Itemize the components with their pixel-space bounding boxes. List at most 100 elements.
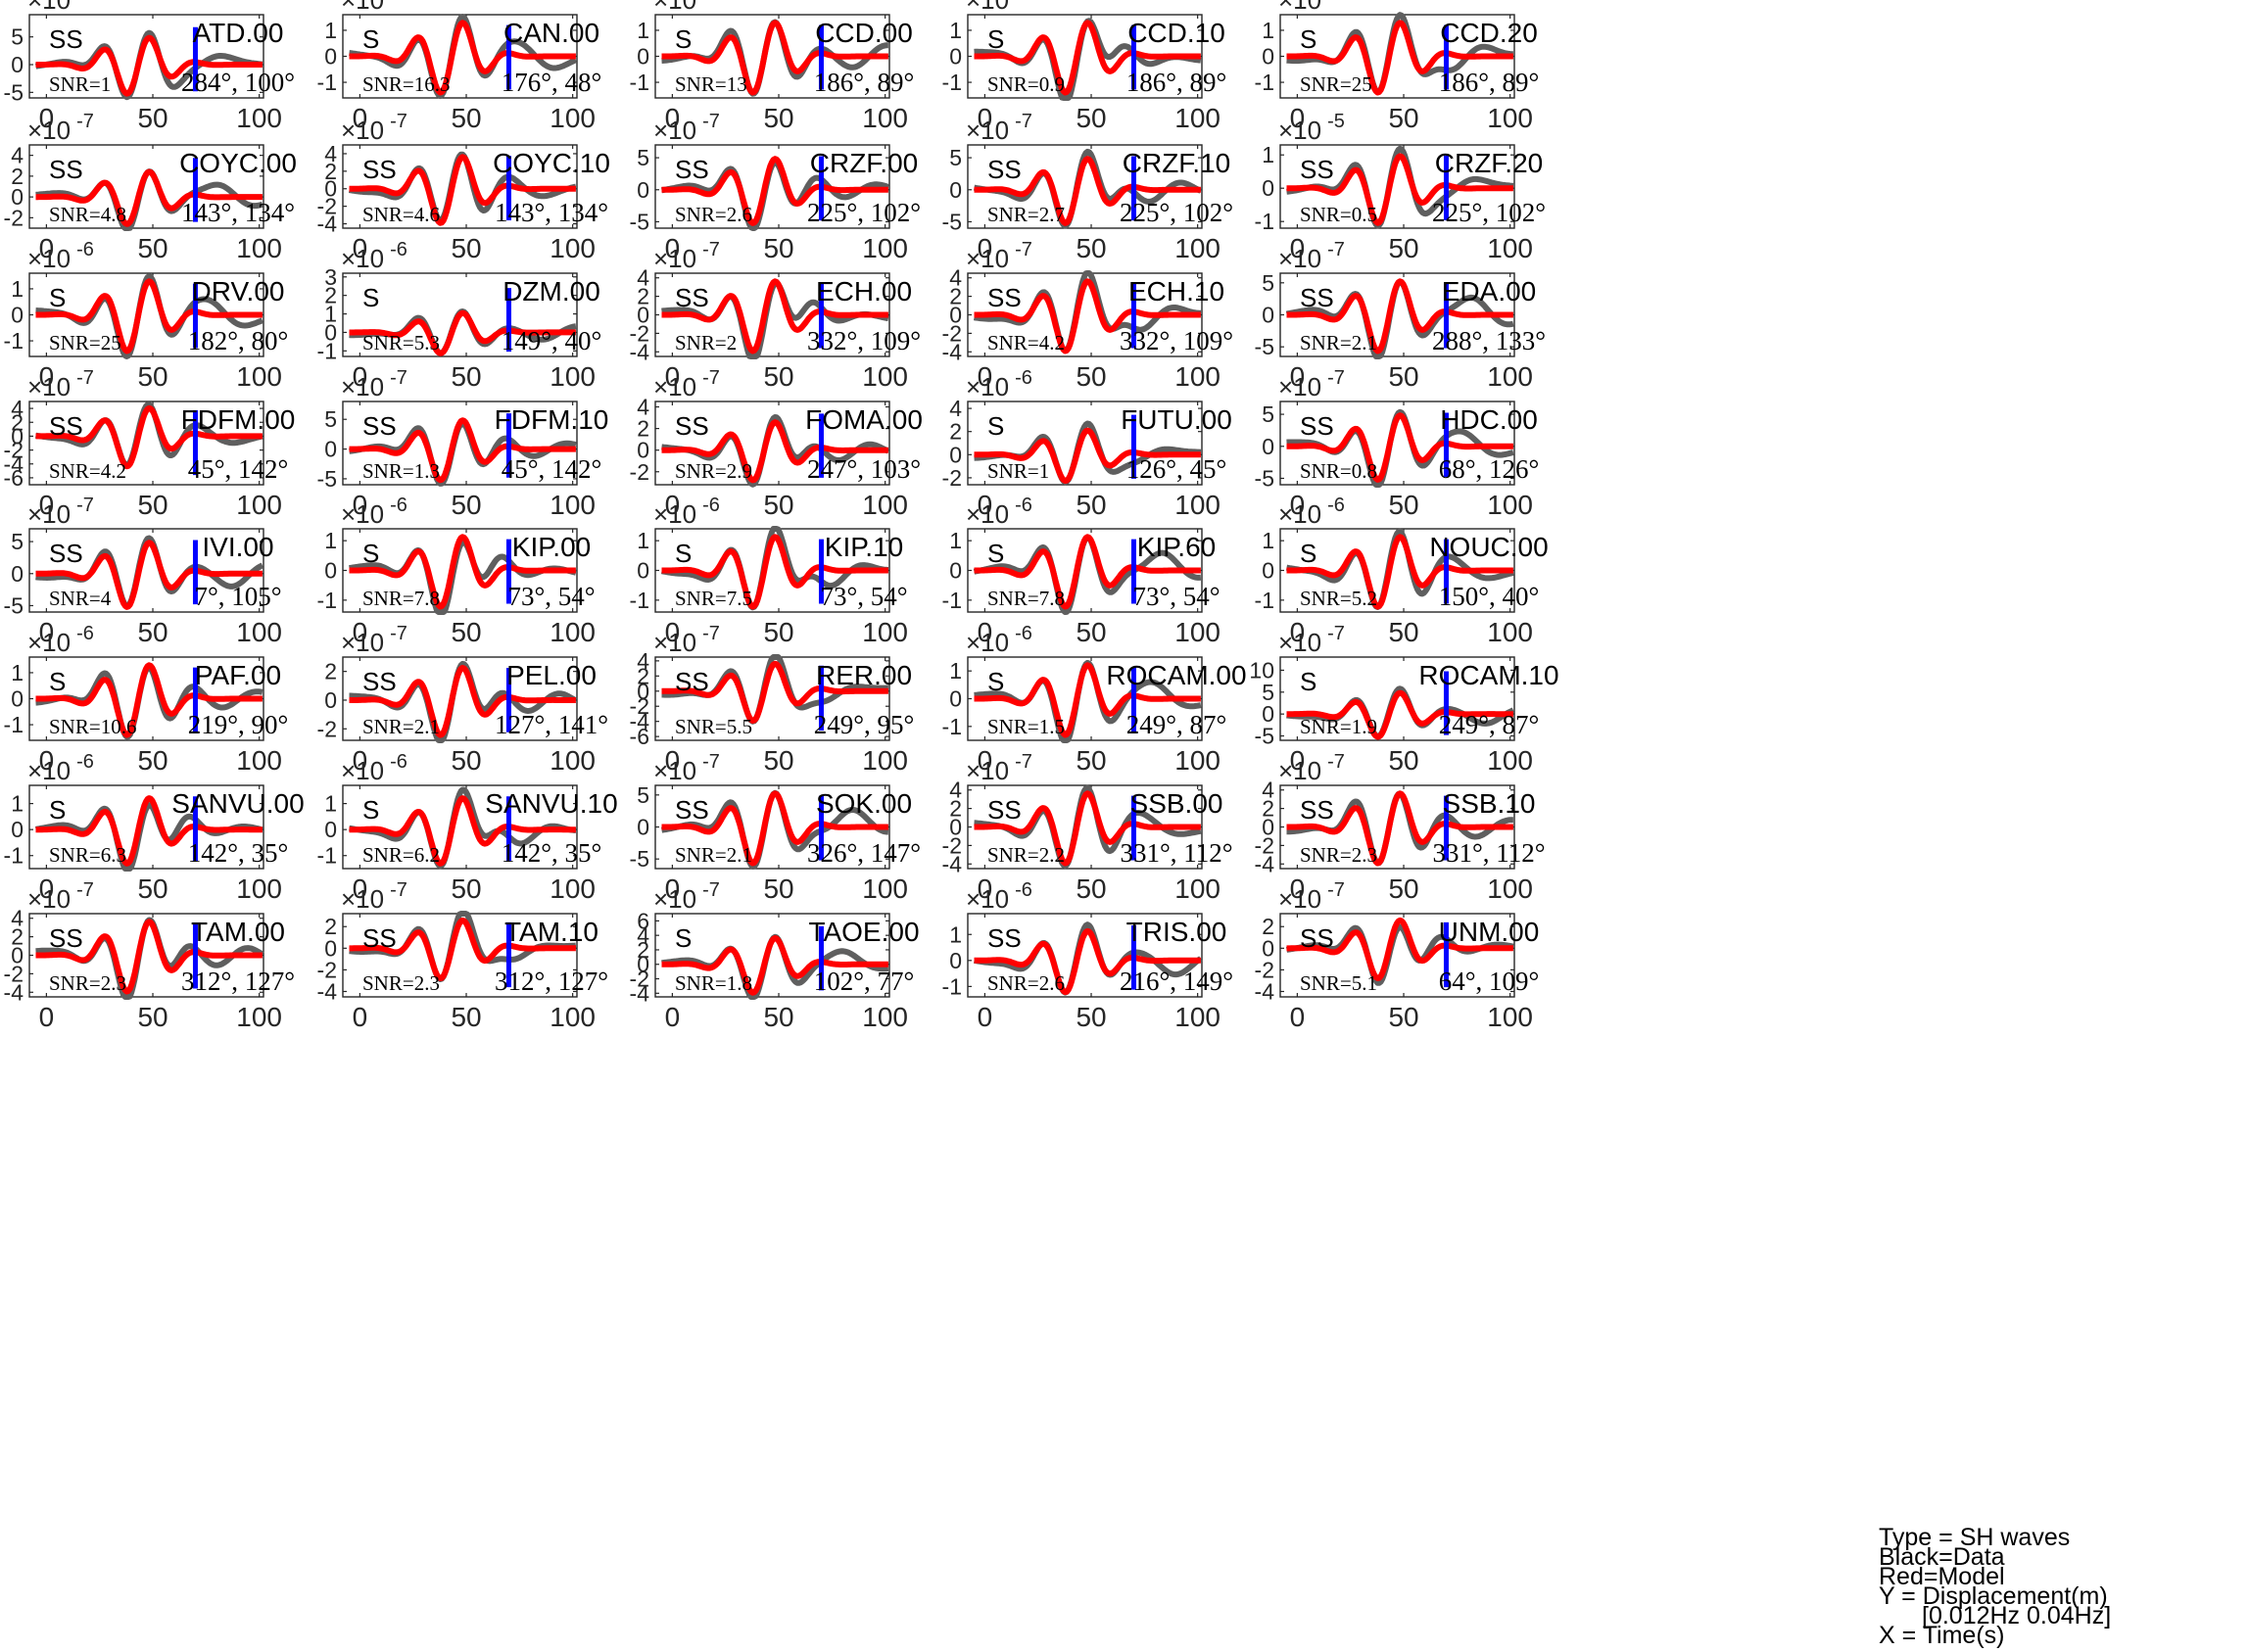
y-tick-label: -2 [4,205,24,230]
y-tick-label: 5 [949,145,962,170]
x-tick-label: 0 [1290,103,1306,133]
station-label: ECH.10 [1128,276,1224,307]
y-exponent-label: ×10-6 [1278,495,1345,529]
x-tick-label: 0 [978,233,993,263]
snr-label: SNR=5.1 [1300,971,1377,995]
y-exponent-label: ×10-7 [1278,367,1345,401]
y-tick-label: 1 [637,18,649,43]
y-tick-label: -2 [942,832,962,858]
station-label: DRV.00 [192,276,285,307]
angles-label: 64°, 109° [1439,967,1540,996]
x-tick-label: 0 [1290,490,1306,520]
snr-label: SNR=7.8 [987,587,1065,610]
data-trace [1285,528,1515,610]
y-exponent-label: ×10-7 [653,879,720,914]
angles-label: 249°, 87° [1439,710,1540,739]
y-tick-label: -2 [1255,832,1274,858]
phase-label: S [49,795,66,825]
snr-label: SNR=4 [49,587,112,610]
angles-label: 149°, 40° [502,326,602,355]
y-tick-label: 0 [324,44,337,70]
station-label: SANVU.00 [171,788,304,819]
station-label: CAN.00 [503,18,599,48]
y-tick-label: 5 [1262,680,1274,705]
snr-label: SNR=2.3 [1300,843,1377,867]
y-tick-label: -1 [317,588,337,613]
x-tick-label: 0 [665,490,681,520]
y-tick-label: -1 [942,973,962,999]
x-tick-label: 50 [1076,873,1106,904]
data-trace [973,148,1203,229]
x-tick-label: 100 [550,745,596,776]
y-tick-label: -4 [942,339,963,364]
x-tick-label: 0 [39,361,55,392]
x-tick-label: 50 [451,490,481,520]
x-tick-label: 0 [39,490,55,520]
y-tick-label: -5 [630,209,649,234]
y-exponent-label: ×10-6 [966,623,1032,657]
snr-label: SNR=1.9 [1300,715,1377,738]
y-tick-label: 2 [949,284,962,309]
angles-label: 45°, 142° [188,454,289,484]
y-tick-label: -1 [317,338,337,363]
snr-label: SNR=2.3 [362,971,440,995]
y-tick-label: -5 [1255,334,1274,359]
x-tick-label: 50 [1388,233,1418,263]
station-label: ROCAM.10 [1418,660,1558,690]
y-tick-label: 0 [637,44,649,70]
y-tick-label: -5 [4,592,24,618]
x-tick-label: 100 [1174,490,1220,520]
y-tick-label: -2 [1255,957,1274,982]
y-tick-label: 0 [637,815,649,840]
x-tick-label: 100 [550,233,596,263]
axes-frame [342,144,578,229]
y-tick-label: 5 [1262,270,1274,296]
y-tick-label: 2 [324,659,337,684]
x-tick-label: 100 [550,103,596,133]
x-tick-label: 50 [763,490,793,520]
axes-frame [1279,656,1515,741]
y-tick-label: -5 [630,846,649,872]
y-exponent-label: ×10-6 [653,495,720,529]
angles-label: 331°, 112° [1432,838,1545,868]
station-label: SOK.00 [816,788,912,819]
model-trace [348,20,578,96]
station-label: PEL.00 [506,660,597,690]
y-tick-label: 4 [949,265,962,291]
station-label: ATD.00 [193,18,284,48]
model-trace [34,919,264,995]
y-exponent-label: ×10-6 [653,0,720,15]
station-label: TAM.10 [504,917,598,947]
panel-eda-00: 0 50 100 -5 0 5×10 -7 SS EDA.00 SNR=2.1 288°, 133° [1255,239,1547,392]
legend-line-type: Type = SH waves [1879,1524,2071,1551]
x-tick-label: 50 [763,617,793,647]
angles-label: 186°, 89° [814,68,915,97]
phase-label: S [1300,539,1316,568]
station-label: COYC.00 [179,148,297,178]
x-tick-label: 100 [1487,103,1533,133]
angles-label: 225°, 102° [1120,198,1233,227]
axes-frame [342,401,578,486]
y-tick-label: 0 [949,686,962,712]
model-trace [1285,412,1515,483]
x-tick-label: 100 [1174,103,1220,133]
station-label: TAM.00 [191,917,285,947]
panel-pel-00: 0 50 100 -2 0 2×10 -7 SS PEL.00 SNR=2.1 127°, 141° [317,623,609,776]
y-tick-label: 0 [324,437,337,462]
panel-crzf-00: 0 50 100 -5 0 5×10 -7 SS CRZF.00 SNR=2.6 225°, 102… [630,111,922,263]
y-tick-label: 0 [949,815,962,840]
y-tick-label: -1 [317,70,337,95]
model-trace [348,154,578,226]
phase-label: S [675,539,692,568]
x-tick-label: 100 [1487,490,1533,520]
x-tick-label: 50 [451,873,481,904]
y-exponent-label: ×10-7 [27,495,94,529]
y-tick-label: -2 [630,459,649,485]
x-tick-label: 50 [451,361,481,392]
angles-label: 331°, 112° [1120,838,1232,868]
y-tick-label: 5 [11,24,24,50]
